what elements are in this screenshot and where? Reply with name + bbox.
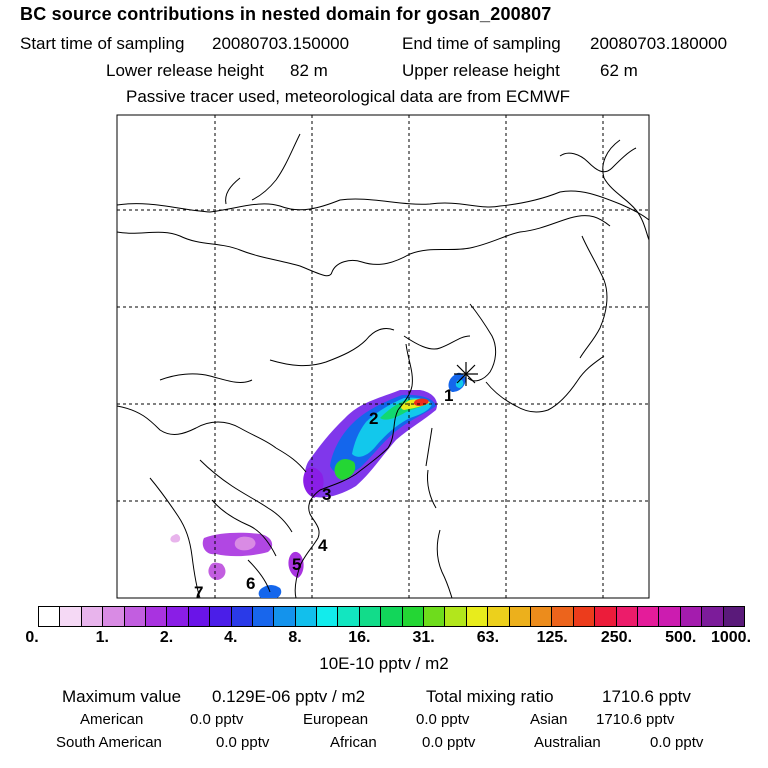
colorbar-segment	[466, 607, 489, 626]
end-time-value: 20080703.180000	[590, 34, 728, 53]
colorbar-segment	[338, 607, 360, 626]
plot-title: BC source contributions in nested domain…	[20, 4, 552, 24]
american-value: 0.0 pptv	[190, 711, 244, 728]
colorbar-segment	[359, 607, 382, 626]
colorbar-segment	[616, 607, 638, 626]
region-label-3: 3	[322, 485, 331, 504]
region-label-1: 1	[444, 386, 453, 405]
colorbar-segment	[274, 607, 296, 626]
asian-value: 1710.6 pptv	[596, 711, 675, 728]
lower-height-value: 82 m	[290, 61, 328, 80]
start-time-label: Start time of sampling	[20, 34, 185, 53]
colorbar-segment	[317, 607, 339, 626]
map-frame	[116, 114, 650, 599]
colorbar-segment	[60, 607, 82, 626]
colorbar-tick-label: 1000.	[710, 629, 752, 646]
colorbar-segment	[702, 607, 724, 626]
australian-value: 0.0 pptv	[650, 734, 704, 751]
colorbar-segment	[530, 607, 553, 626]
region-label-6: 6	[246, 574, 255, 593]
max-value-label: Maximum value	[62, 687, 182, 706]
colorbar-tick-label: 4.	[224, 629, 238, 646]
colorbar-tick-label: 31.	[412, 629, 435, 646]
colorbar-segment	[723, 607, 744, 626]
colorbar-segment	[188, 607, 211, 626]
colorbar-segment	[402, 607, 425, 626]
region-label-4: 4	[318, 536, 328, 555]
colorbar-segment	[231, 607, 253, 626]
region-label-5: 5	[292, 555, 301, 574]
colorbar-tick-label: 1.	[95, 629, 109, 646]
tracer-note: Passive tracer used, meteorological data…	[126, 87, 571, 106]
colorbar-segment	[659, 607, 681, 626]
colorbar-tick-label: 0.	[25, 629, 39, 646]
colorbar-segment	[39, 607, 61, 626]
graticule	[117, 115, 649, 598]
map-panel: 1 2 3 4 5 6 7	[116, 114, 650, 602]
colorbar-segment	[595, 607, 617, 626]
upper-height-label: Upper release height	[402, 61, 560, 80]
total-mixing-value: 1710.6 pptv	[602, 687, 691, 706]
south-american-value: 0.0 pptv	[216, 734, 270, 751]
max-value: 0.129E-06 pptv / m2	[212, 687, 366, 706]
colorbar-segment	[573, 607, 596, 626]
african-label: African	[330, 734, 377, 751]
colorbar-segment	[445, 607, 467, 626]
total-mixing-label: Total mixing ratio	[426, 687, 554, 706]
coastlines	[117, 133, 649, 598]
end-time-label: End time of sampling	[402, 34, 561, 53]
colorbar-tick-label: 125.	[536, 629, 568, 646]
start-time-value: 20080703.150000	[212, 34, 350, 53]
upper-height-value: 62 m	[600, 61, 638, 80]
colorbar-segment	[637, 607, 660, 626]
lower-height-label: Lower release height	[106, 61, 264, 80]
colorbar-segment	[252, 607, 275, 626]
region-label-7: 7	[194, 583, 203, 602]
asian-label: Asian	[530, 711, 568, 728]
colorbar-tick-label: 63.	[476, 629, 500, 646]
receptor-asterisk-marker-icon	[454, 362, 478, 386]
region-label-2: 2	[369, 409, 378, 428]
colorbar-segment	[81, 607, 104, 626]
colorbar-tick-label: 250.	[600, 629, 633, 646]
colorbar-segment	[210, 607, 232, 626]
colorbar-tick-label: 2.	[159, 629, 174, 646]
european-value: 0.0 pptv	[416, 711, 470, 728]
colorbar-segment	[124, 607, 146, 626]
colorbar-segment	[488, 607, 510, 626]
colorbar-segment	[552, 607, 574, 626]
colorbar-segment	[295, 607, 318, 626]
colorbar-segment	[103, 607, 125, 626]
colorbar-tick-label: 500.	[665, 629, 697, 646]
european-label: European	[303, 711, 369, 728]
colorbar-tick-label: 16.	[348, 629, 371, 646]
colorbar-tick-label: 8.	[288, 629, 302, 646]
colorbar-segment	[424, 607, 446, 626]
colorbar-segment	[145, 607, 168, 626]
south-american-label: South American	[56, 734, 162, 751]
concentration-plume	[170, 372, 466, 598]
australian-label: Australian	[534, 734, 601, 751]
american-label: American	[80, 711, 144, 728]
colorbar-segment	[509, 607, 531, 626]
colorbar-segment	[381, 607, 403, 626]
african-value: 0.0 pptv	[422, 734, 476, 751]
colorbar	[38, 606, 745, 627]
colorbar-unit: 10E-10 pptv / m2	[319, 654, 449, 673]
colorbar-segment	[680, 607, 703, 626]
colorbar-segment	[167, 607, 189, 626]
